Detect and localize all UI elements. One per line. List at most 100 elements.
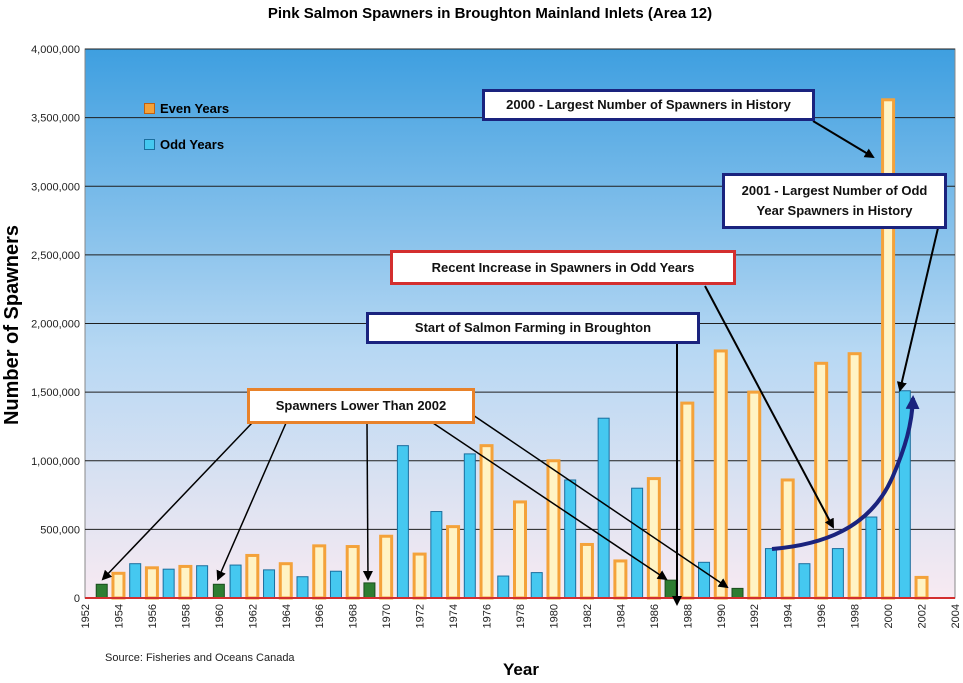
bars	[95, 98, 929, 600]
x-tick-label: 1998	[850, 604, 862, 628]
arrow-lower-1953	[101, 422, 253, 581]
x-tick-label: 1978	[515, 604, 527, 628]
y-tick-label: 1,000,000	[31, 456, 80, 468]
bar-odd-1981	[564, 479, 577, 599]
x-tick-label: 1954	[113, 604, 125, 628]
bar-even-1984	[613, 559, 628, 600]
bar-even-1970	[379, 534, 394, 600]
x-tick-label: 1980	[548, 604, 560, 628]
chart-title: Pink Salmon Spawners in Broughton Mainla…	[268, 5, 712, 22]
y-tick-labels: 0 500,000 1,000,000 1,500,000 2,000,000 2,500…	[31, 44, 80, 605]
arrow-2001	[896, 227, 939, 392]
arrow-2000	[812, 120, 875, 159]
arrow-lower-1991	[466, 410, 729, 589]
y-tick-label: 3,000,000	[31, 181, 80, 193]
annotation-arrows	[101, 120, 939, 606]
x-tick-label: 2000	[883, 604, 895, 628]
bar-odd-1967	[329, 570, 342, 599]
bar-odd-1971	[396, 445, 409, 599]
bar-odd-1973	[430, 511, 443, 599]
bar-even-1982	[579, 542, 594, 600]
bar-odd-1985	[631, 487, 644, 599]
callout-largest-2001: 2001 - Largest Number of Odd Year Spawne…	[722, 173, 947, 229]
x-tick-label: 1966	[314, 604, 326, 628]
y-tick-label: 1,500,000	[31, 387, 80, 399]
bar-odd-1989	[698, 561, 711, 599]
x-tick-label: 1988	[682, 604, 694, 628]
bar-odd-1991	[731, 587, 744, 599]
bar-even-1996	[814, 361, 829, 600]
bar-even-1960	[212, 583, 225, 599]
y-tick-label: 3,500,000	[31, 113, 80, 125]
bar-even-1974	[446, 525, 461, 600]
y-tick-label: 2,000,000	[31, 319, 80, 331]
y-tick-label: 500,000	[40, 524, 80, 536]
x-tick-label: 1962	[247, 604, 259, 628]
arrow-recent-increase	[704, 285, 834, 529]
bar-even-1976	[479, 444, 494, 600]
bar-even-1958	[178, 564, 193, 600]
callout-largest-2001-line2: Year Spawners in History	[756, 203, 913, 218]
bar-odd-1975	[463, 453, 476, 599]
bar-odd-1999	[865, 516, 878, 599]
legend-swatch-even	[144, 103, 155, 114]
callout-recent-increase: Recent Increase in Spawners in Odd Years	[390, 250, 736, 285]
bar-odd-1961	[229, 564, 242, 599]
arrow-lower-1987	[432, 422, 668, 581]
y-tick-label: 0	[74, 593, 80, 605]
x-tick-label: 2002	[917, 604, 929, 628]
x-tick-label: 1994	[783, 604, 795, 628]
x-tick-label: 1960	[214, 604, 226, 628]
legend-item-odd: Odd Years	[144, 137, 224, 152]
bar-even-1978	[513, 500, 527, 600]
bar-even-1964	[278, 562, 293, 600]
x-tick-label: 1964	[281, 604, 293, 628]
bar-odd-1983	[597, 417, 610, 599]
x-tick-label: 1968	[348, 604, 360, 628]
x-axis-title: Year	[503, 660, 539, 679]
legend-label-odd: Odd Years	[160, 137, 225, 152]
bar-odd-1997	[831, 548, 844, 599]
y-tick-label: 4,000,000	[31, 44, 80, 56]
bar-odd-1957	[162, 568, 175, 599]
callout-largest-2000: 2000 - Largest Number of Spawners in His…	[482, 89, 815, 121]
bar-odd-1953	[95, 583, 108, 599]
x-tick-label: 1984	[615, 604, 627, 628]
bar-odd-1969	[363, 582, 376, 599]
x-tick-label: 1974	[448, 604, 460, 628]
bar-even-1998	[847, 352, 862, 600]
source-note: Source: Fisheries and Oceans Canada	[105, 652, 295, 664]
x-tick-label: 1956	[147, 604, 159, 628]
x-tick-label: 1970	[381, 604, 393, 628]
bar-odd-1977	[497, 575, 510, 599]
x-tick-label: 1958	[180, 604, 192, 628]
arrow-lower-1969	[362, 422, 373, 581]
bar-even-1988	[680, 401, 695, 600]
bar-even-1990	[713, 349, 728, 600]
bar-even-1980	[546, 459, 561, 600]
legend: Even Years Odd Years	[130, 86, 242, 166]
legend-label-even: Even Years	[160, 101, 230, 116]
bar-even-1992	[747, 390, 762, 600]
bar-even-1966	[312, 544, 327, 600]
legend-item-even: Even Years	[144, 101, 229, 116]
bar-odd-1993	[764, 548, 777, 599]
bar-even-2002	[914, 575, 929, 600]
bar-odd-1987	[664, 579, 677, 599]
x-tick-label: 1952	[80, 604, 92, 628]
x-tick-label: 1982	[582, 604, 594, 628]
bar-odd-1979	[530, 572, 543, 599]
bar-odd-1955	[129, 563, 142, 599]
bar-odd-1959	[196, 565, 209, 599]
callout-spawners-lower: Spawners Lower Than 2002	[247, 388, 475, 424]
bar-even-1956	[144, 566, 159, 600]
arrow-lower-1960	[216, 422, 287, 581]
callout-salmon-farming: Start of Salmon Farming in Broughton	[366, 312, 700, 344]
x-tick-label: 1976	[482, 604, 494, 628]
bar-even-1994	[780, 478, 795, 600]
x-tick-label: 1990	[716, 604, 728, 628]
callout-largest-2001-line1: 2001 - Largest Number of Odd	[741, 183, 928, 198]
x-tick-label: 1972	[415, 604, 427, 628]
bar-odd-1963	[263, 569, 276, 599]
legend-swatch-odd	[144, 139, 155, 150]
